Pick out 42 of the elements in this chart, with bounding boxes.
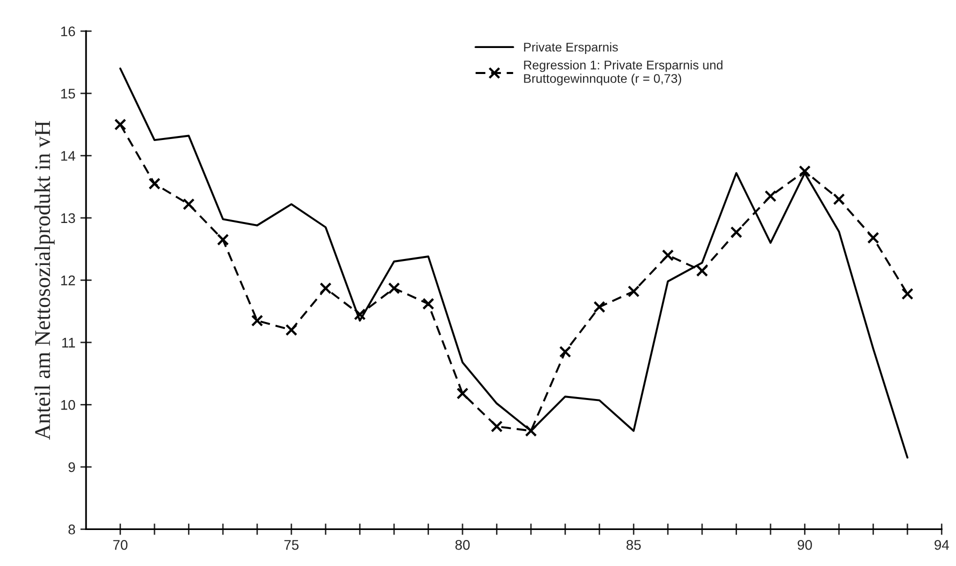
point — [216, 234, 229, 246]
x-tick-label: 94 — [934, 540, 949, 550]
point — [354, 308, 366, 320]
point — [456, 388, 468, 400]
point — [593, 300, 606, 313]
x-tick-label: 85 — [626, 540, 641, 550]
point — [251, 314, 264, 327]
legend-label: Regression 1: Private Ersparnis und Bruttogewinnquote (r = 0,73) — [524, 60, 722, 86]
point — [182, 198, 195, 210]
x-tick-label: 70 — [113, 540, 128, 550]
point — [696, 264, 708, 277]
point — [730, 226, 742, 238]
point — [798, 165, 811, 178]
x-tick-label: 90 — [798, 540, 812, 550]
x-tick-label: 75 — [284, 540, 299, 550]
point — [388, 282, 400, 294]
point — [662, 249, 674, 262]
point — [764, 190, 777, 202]
point — [320, 282, 332, 294]
point — [285, 324, 298, 336]
point — [867, 232, 880, 244]
point — [833, 193, 845, 206]
y-tick-label: 14 — [61, 151, 76, 161]
point — [901, 288, 914, 300]
y-axis-title: Anteil am Nettosozialprodukt in vH — [34, 120, 55, 440]
y-tick-label: 16 — [61, 26, 76, 36]
y-tick-label: 15 — [61, 88, 76, 99]
y-tick-label: 13 — [61, 213, 76, 224]
y-tick-label: 11 — [62, 338, 75, 348]
y-tick-label: 8 — [68, 524, 76, 534]
y-tick-label: 12 — [61, 276, 75, 286]
y-tick-label: 9 — [68, 462, 75, 472]
point — [559, 346, 572, 358]
point — [490, 420, 503, 432]
legend-label: Private Ersparnis — [524, 42, 618, 54]
point — [114, 118, 126, 130]
point — [524, 424, 537, 437]
x-tick-label: 80 — [455, 540, 470, 550]
point — [422, 298, 434, 310]
y-tick-label: 10 — [61, 400, 76, 410]
point — [628, 285, 640, 298]
point — [148, 178, 160, 190]
